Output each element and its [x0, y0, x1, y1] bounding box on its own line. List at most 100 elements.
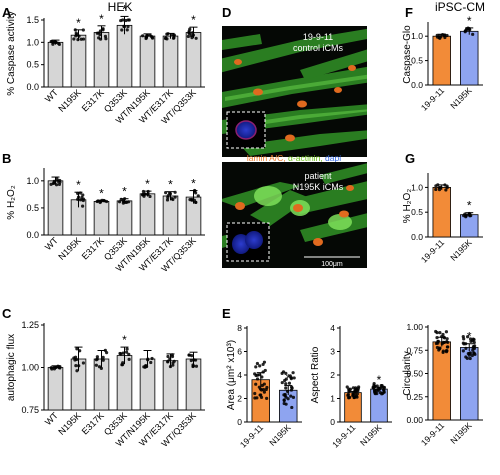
bar — [93, 32, 110, 88]
significance-star: * — [467, 199, 472, 213]
ipsc-title: iPSC-CM — [435, 0, 485, 14]
data-point — [166, 360, 170, 364]
bar — [116, 200, 133, 236]
data-point — [463, 212, 467, 216]
data-point — [261, 362, 265, 367]
y-tick-label: 6 — [237, 347, 242, 357]
data-point — [468, 356, 472, 361]
data-point — [166, 354, 170, 359]
significance-star: * — [76, 178, 81, 192]
bar — [139, 193, 156, 236]
data-point — [434, 184, 438, 188]
data-point — [468, 351, 472, 355]
data-point — [49, 182, 53, 186]
data-point — [357, 385, 361, 389]
bar — [93, 201, 110, 236]
data-point — [352, 395, 357, 399]
y-tick-label: 0 — [330, 417, 335, 427]
data-point — [163, 36, 168, 41]
data-point — [186, 34, 190, 39]
y-tick-label: 0.00 — [406, 415, 423, 425]
data-point — [291, 371, 295, 375]
data-point — [95, 355, 99, 359]
data-point — [254, 373, 258, 378]
y-tick-label: 1.0 — [26, 37, 39, 47]
data-point — [441, 350, 445, 355]
data-point — [75, 369, 79, 373]
significance-star: * — [99, 186, 104, 200]
data-point — [55, 177, 59, 181]
x-tick-label: WT — [43, 235, 60, 252]
y-tick-label: 0.0 — [26, 82, 39, 92]
data-point — [187, 353, 191, 357]
y-tick-label: 0.25 — [406, 392, 423, 402]
significance-star: * — [76, 16, 81, 30]
significance-star: * — [122, 2, 127, 16]
y-axis-label: % Caspase activity — [6, 11, 17, 95]
y-tick-label: 1.00 — [21, 363, 39, 373]
x-tick-label: N195K — [56, 87, 83, 114]
data-point — [286, 397, 290, 401]
x-tick-label: E317K — [80, 410, 106, 436]
data-point — [284, 386, 288, 390]
y-tick-label: 0.75 — [21, 405, 39, 415]
panel-letter-b: B — [2, 151, 11, 166]
data-point — [125, 28, 129, 32]
data-point — [165, 198, 170, 202]
data-point — [73, 355, 78, 359]
x-tick-label: N195K — [448, 85, 474, 111]
data-point — [194, 36, 198, 40]
micrograph-control: 19-9-11 control iCMs — [222, 26, 367, 157]
data-point — [444, 330, 449, 334]
data-point — [258, 364, 262, 368]
x-tick-label: N195K — [267, 422, 293, 448]
data-point — [284, 371, 288, 375]
y-tick-label: 0.5 — [26, 203, 39, 213]
chart-g-7: 0.000.250.500.751.00Circularity19-9-11*N… — [402, 322, 483, 448]
data-point — [75, 347, 79, 351]
y-tick-label: 1 — [330, 394, 335, 404]
significance-star: * — [377, 373, 382, 387]
data-point — [104, 199, 109, 204]
data-point — [254, 365, 258, 369]
y-tick-label: 3 — [330, 347, 335, 357]
data-point — [119, 352, 123, 356]
data-point — [144, 36, 148, 41]
data-point — [355, 392, 359, 396]
data-point — [191, 364, 196, 368]
bar — [432, 35, 451, 86]
x-tick-label: E317K — [80, 235, 106, 261]
data-point — [95, 31, 99, 35]
x-tick-label: N195K — [448, 420, 474, 446]
bar — [370, 388, 388, 423]
panel-letter-d: D — [222, 5, 231, 20]
data-point — [469, 339, 473, 344]
data-point — [140, 34, 145, 38]
data-point — [281, 370, 286, 374]
bar — [70, 34, 87, 88]
data-point — [81, 193, 85, 197]
y-tick-label: 1.25 — [21, 320, 39, 330]
data-point — [470, 353, 474, 358]
bar — [116, 24, 133, 88]
chart-a-0: 0.0 0.5 1.0 1.5 % Caspase activity WT * N195K * E… — [6, 2, 205, 126]
data-point — [72, 37, 76, 41]
data-point — [74, 363, 78, 368]
data-point — [193, 358, 198, 362]
data-point — [172, 359, 176, 363]
data-point — [438, 330, 442, 335]
micrograph-patient: patient N195K iCMs 100μm — [222, 162, 367, 268]
data-point — [166, 195, 170, 200]
stain-actinin: α-actinin, — [288, 153, 325, 163]
data-point — [282, 401, 286, 406]
x-tick-label: N195K — [358, 422, 384, 448]
y-tick-label: 0.0 — [26, 230, 39, 240]
micro-top-label-line1: 19-9-11 — [303, 32, 333, 42]
stain-lamin: lamin A/C, — [247, 153, 288, 163]
y-tick-label: 4 — [237, 370, 242, 380]
data-point — [125, 350, 129, 354]
data-point — [190, 354, 194, 358]
